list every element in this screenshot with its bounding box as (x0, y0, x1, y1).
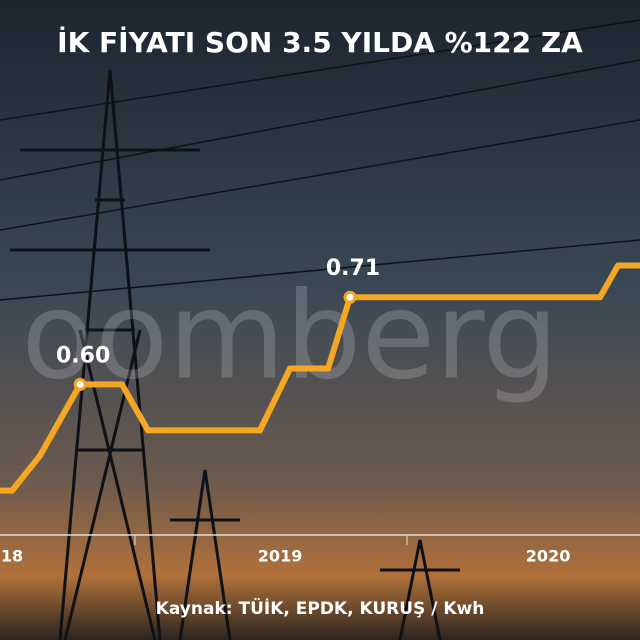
data-line (0, 262, 640, 494)
source-note: Kaynak: TÜİK, EPDK, KURUŞ / Kwh (156, 597, 485, 619)
chart-title: İK FİYATI SON 3.5 YILDA %122 ZA (57, 25, 583, 59)
value-label: 0.71 (326, 256, 380, 281)
x-tick-label: 2020 (526, 547, 571, 566)
tower-silhouette (0, 19, 640, 640)
value-label: 0.60 (56, 343, 110, 368)
x-tick-label: 18 (1, 547, 23, 566)
x-tick-label: 2019 (258, 547, 303, 566)
data-point (73, 377, 87, 391)
data-point (343, 290, 357, 304)
